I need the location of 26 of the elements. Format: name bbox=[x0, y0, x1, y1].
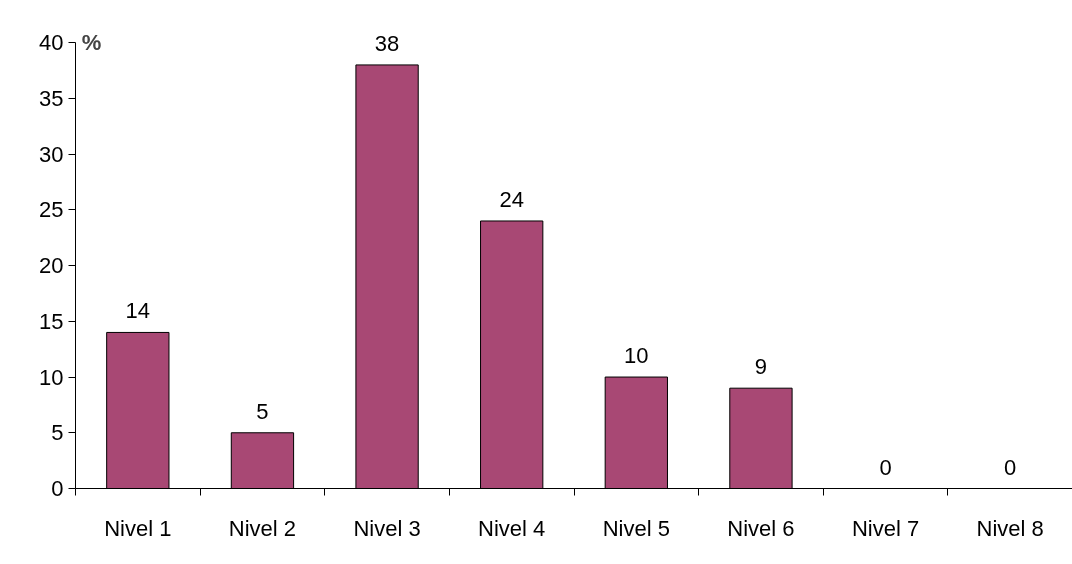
y-tick-label: 15 bbox=[39, 308, 64, 334]
x-tick-label: Nivel 8 bbox=[976, 515, 1044, 541]
y-tick-label: 5 bbox=[51, 420, 64, 446]
y-tick-label: 10 bbox=[39, 364, 64, 390]
data-label: 0 bbox=[1004, 454, 1017, 480]
data-label: 9 bbox=[754, 354, 768, 380]
x-tick-label: Nivel 3 bbox=[353, 515, 421, 541]
y-tick-label: 30 bbox=[39, 141, 64, 167]
x-tick-label: Nivel 1 bbox=[104, 515, 172, 541]
x-tick-label: Nivel 6 bbox=[727, 515, 795, 541]
y-axis-title: % bbox=[81, 30, 102, 56]
x-tick-label: Nivel 2 bbox=[228, 515, 297, 541]
y-tick-label: 40 bbox=[39, 30, 64, 56]
y-tick-label: 35 bbox=[39, 85, 64, 111]
x-tick-label: Nivel 7 bbox=[851, 515, 920, 541]
data-label: 10 bbox=[624, 343, 649, 369]
data-label: 38 bbox=[374, 30, 400, 56]
data-label: 24 bbox=[499, 186, 524, 212]
data-label: 14 bbox=[125, 298, 151, 324]
y-tick-label: 20 bbox=[39, 253, 64, 279]
y-tick-label: 0 bbox=[51, 476, 64, 501]
x-tick-label: Nivel 4 bbox=[478, 515, 546, 541]
data-label: 0 bbox=[879, 454, 892, 480]
y-tick-label: 25 bbox=[39, 197, 64, 223]
data-label: 5 bbox=[256, 398, 269, 424]
x-tick-label: Nivel 5 bbox=[602, 515, 670, 541]
